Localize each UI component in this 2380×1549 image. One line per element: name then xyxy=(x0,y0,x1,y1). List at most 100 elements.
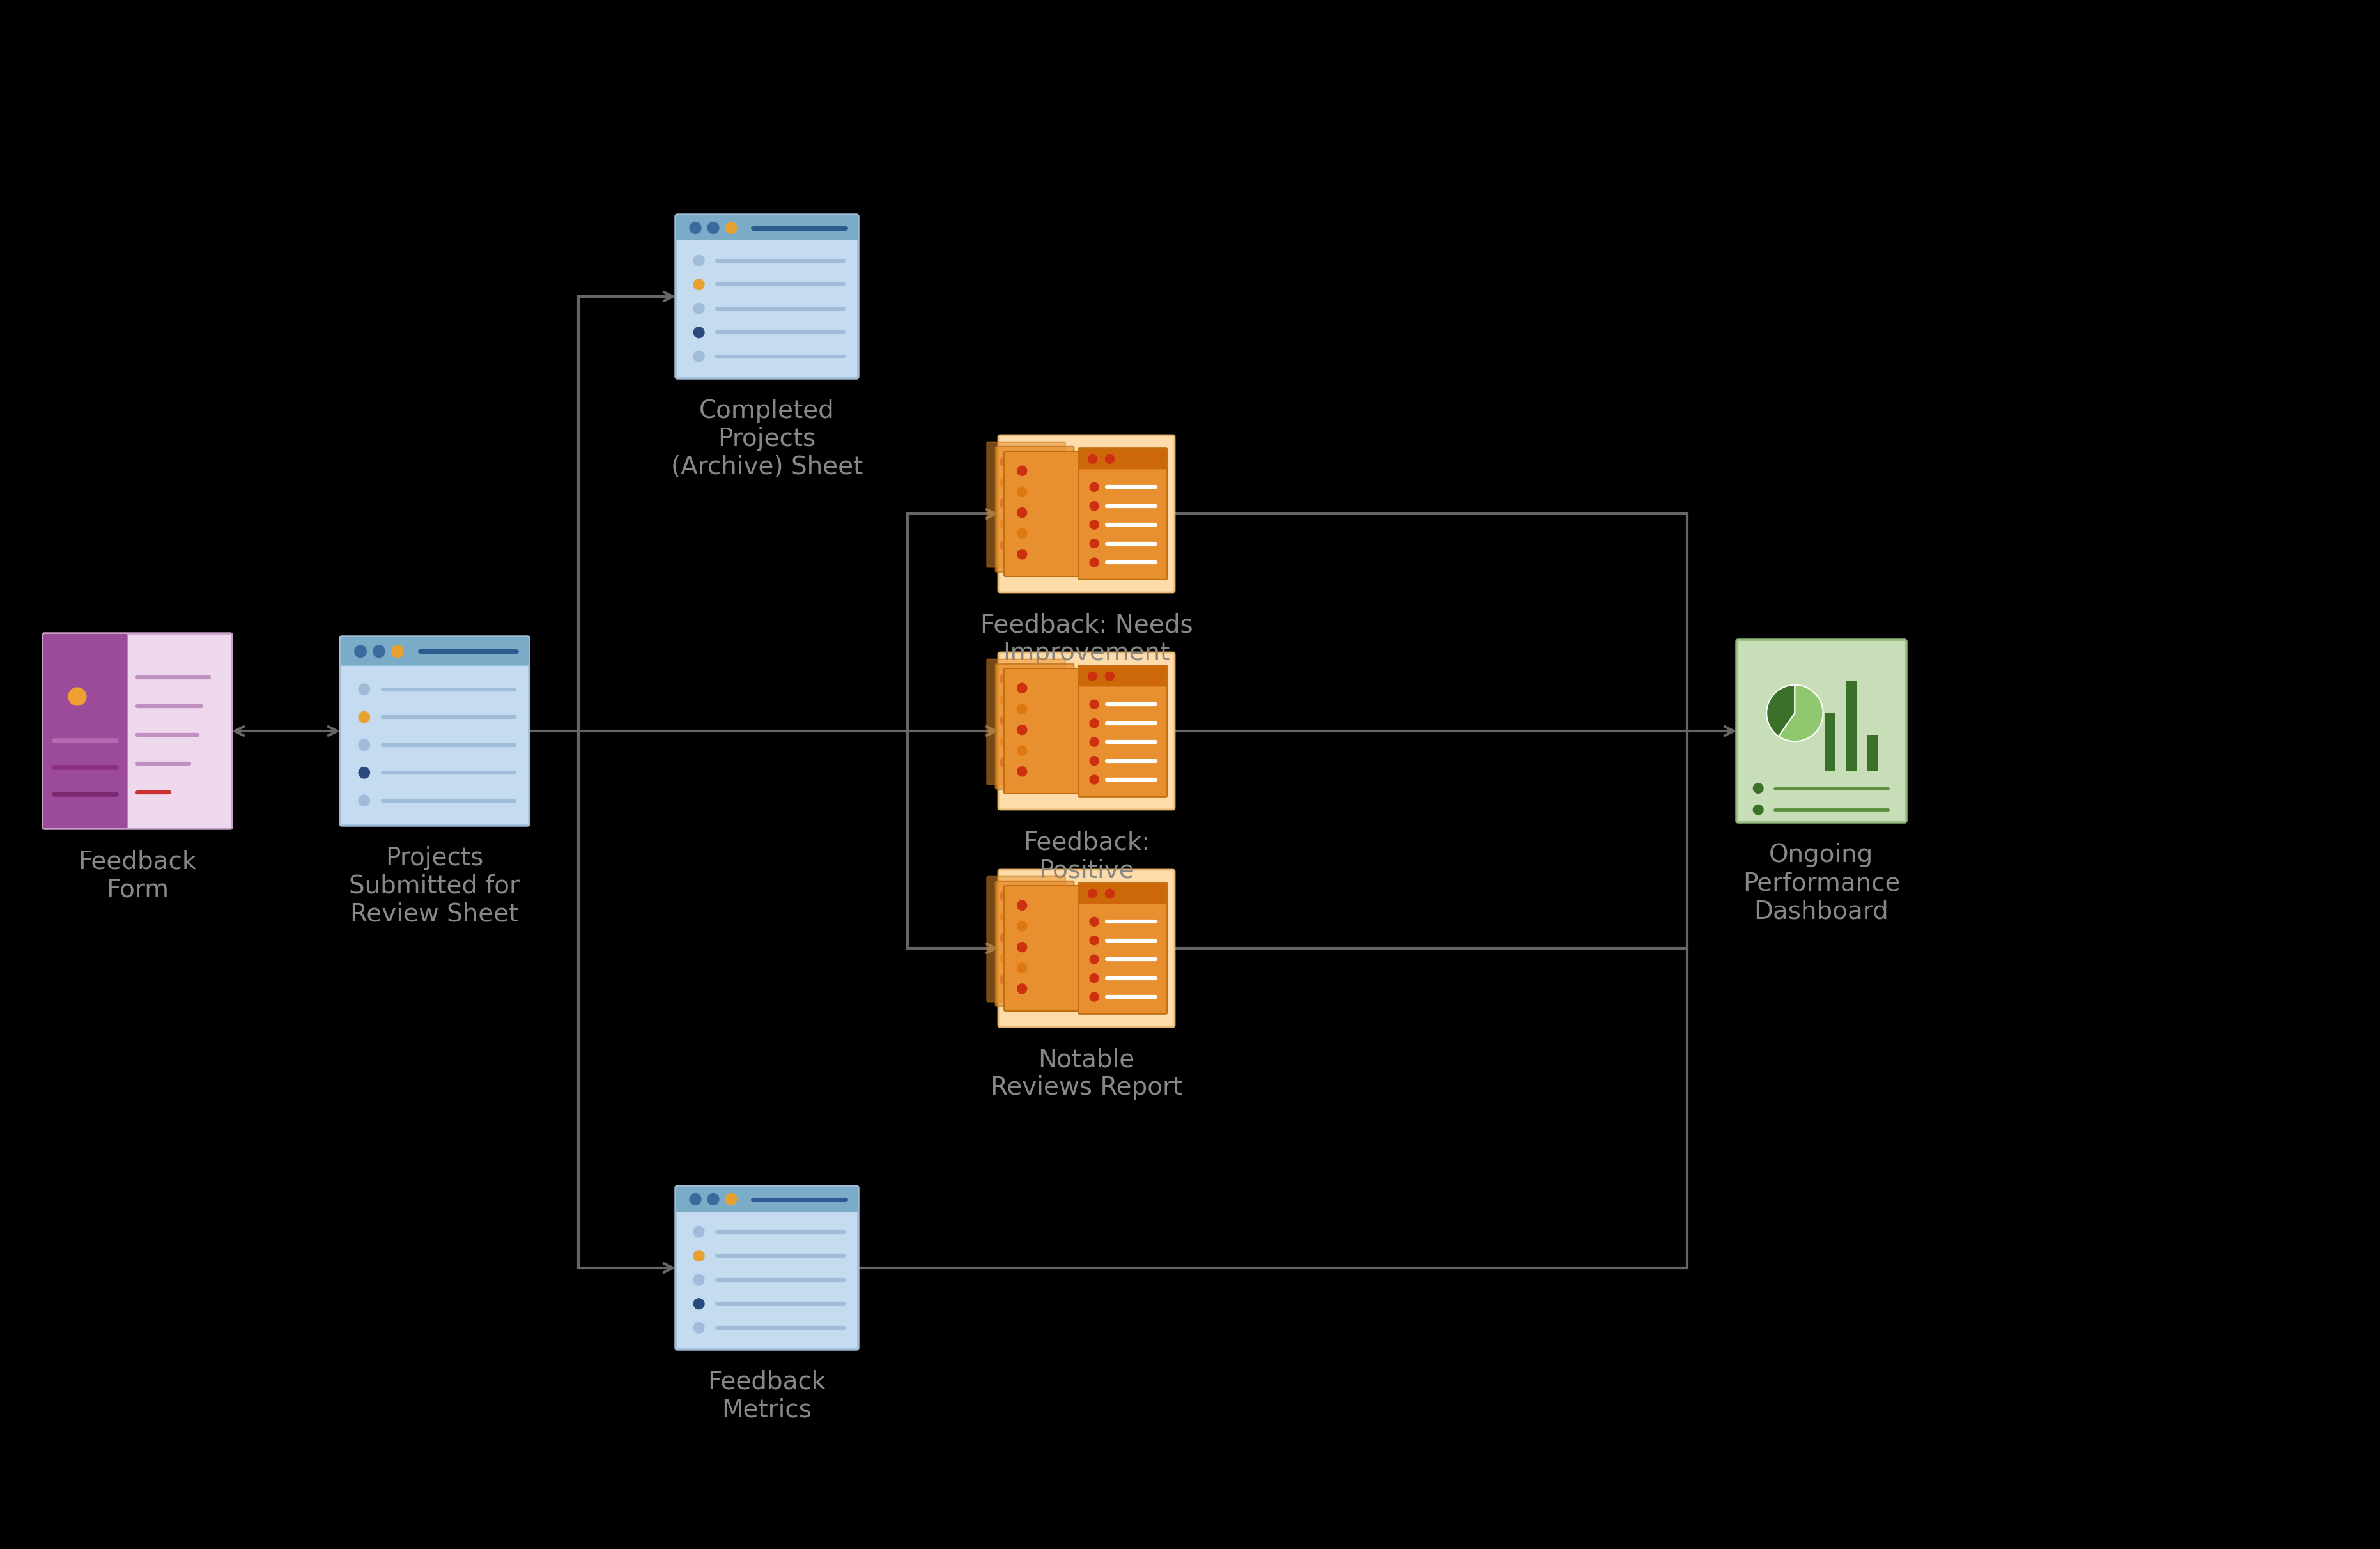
Circle shape xyxy=(1016,963,1026,973)
Circle shape xyxy=(1090,954,1100,963)
Circle shape xyxy=(359,683,369,696)
Circle shape xyxy=(1088,454,1097,463)
Circle shape xyxy=(1009,545,1019,555)
FancyBboxPatch shape xyxy=(340,637,528,826)
Circle shape xyxy=(693,279,704,290)
Circle shape xyxy=(359,739,369,751)
Circle shape xyxy=(1090,719,1100,728)
Circle shape xyxy=(1000,932,1009,943)
Circle shape xyxy=(1000,499,1009,508)
Circle shape xyxy=(1009,678,1019,688)
Circle shape xyxy=(1090,737,1100,747)
Circle shape xyxy=(1088,889,1097,898)
Circle shape xyxy=(1016,486,1026,497)
Wedge shape xyxy=(1766,685,1795,736)
Circle shape xyxy=(1009,937,1019,948)
Circle shape xyxy=(1009,742,1019,751)
FancyBboxPatch shape xyxy=(1078,666,1166,686)
Circle shape xyxy=(1016,466,1026,476)
Circle shape xyxy=(1000,757,1009,767)
FancyBboxPatch shape xyxy=(1737,640,1906,823)
Circle shape xyxy=(1009,524,1019,534)
Text: Ongoing
Performance
Dashboard: Ongoing Performance Dashboard xyxy=(1742,843,1899,923)
Bar xyxy=(1847,682,1856,770)
Circle shape xyxy=(1000,737,1009,747)
Circle shape xyxy=(1090,936,1100,945)
Circle shape xyxy=(1009,762,1019,771)
FancyBboxPatch shape xyxy=(1078,666,1166,796)
Bar xyxy=(1868,734,1878,770)
Circle shape xyxy=(1000,954,1009,963)
FancyBboxPatch shape xyxy=(43,634,231,829)
Circle shape xyxy=(707,1193,719,1205)
Circle shape xyxy=(355,646,367,657)
Text: Projects
Submitted for
Review Sheet: Projects Submitted for Review Sheet xyxy=(350,846,519,926)
FancyBboxPatch shape xyxy=(1078,449,1166,469)
Circle shape xyxy=(1000,716,1009,725)
Circle shape xyxy=(1104,672,1114,680)
Circle shape xyxy=(1016,705,1026,714)
Text: Feedback: Needs
Improvement
Report: Feedback: Needs Improvement Report xyxy=(981,613,1192,694)
FancyBboxPatch shape xyxy=(995,446,1073,572)
Text: Completed
Projects
(Archive) Sheet: Completed Projects (Archive) Sheet xyxy=(671,398,864,479)
Circle shape xyxy=(726,222,738,234)
Circle shape xyxy=(1090,483,1100,491)
Circle shape xyxy=(693,304,704,314)
Text: Feedback
Form: Feedback Form xyxy=(79,849,198,902)
Text: Feedback
Metrics: Feedback Metrics xyxy=(707,1369,826,1422)
Circle shape xyxy=(1754,784,1764,793)
Circle shape xyxy=(1009,959,1019,968)
Circle shape xyxy=(693,1298,704,1309)
Circle shape xyxy=(693,327,704,338)
Circle shape xyxy=(374,646,386,657)
Circle shape xyxy=(693,1323,704,1334)
FancyBboxPatch shape xyxy=(988,441,1066,567)
Circle shape xyxy=(1016,900,1026,911)
FancyBboxPatch shape xyxy=(676,215,859,378)
Wedge shape xyxy=(1778,685,1823,742)
Circle shape xyxy=(1016,942,1026,953)
Circle shape xyxy=(1090,756,1100,765)
FancyBboxPatch shape xyxy=(997,869,1176,1027)
Circle shape xyxy=(693,1227,704,1238)
Circle shape xyxy=(1000,974,1009,985)
FancyBboxPatch shape xyxy=(1078,883,1166,1015)
Circle shape xyxy=(1090,558,1100,567)
FancyBboxPatch shape xyxy=(1078,448,1166,579)
Circle shape xyxy=(1016,922,1026,931)
Circle shape xyxy=(1009,720,1019,730)
Circle shape xyxy=(1000,457,1009,466)
Circle shape xyxy=(690,1193,702,1205)
FancyBboxPatch shape xyxy=(676,1187,857,1211)
Circle shape xyxy=(359,711,369,723)
Circle shape xyxy=(1009,895,1019,906)
FancyBboxPatch shape xyxy=(988,877,1066,1002)
Circle shape xyxy=(1009,462,1019,471)
Circle shape xyxy=(1016,683,1026,692)
Circle shape xyxy=(693,1250,704,1261)
Circle shape xyxy=(393,646,405,657)
Circle shape xyxy=(359,795,369,805)
Circle shape xyxy=(707,222,719,234)
Circle shape xyxy=(1090,774,1100,784)
Circle shape xyxy=(693,352,704,362)
Circle shape xyxy=(693,256,704,266)
Circle shape xyxy=(1009,482,1019,493)
FancyBboxPatch shape xyxy=(995,881,1073,1007)
FancyBboxPatch shape xyxy=(1004,886,1083,1011)
Circle shape xyxy=(1009,917,1019,926)
Circle shape xyxy=(1016,528,1026,538)
Circle shape xyxy=(1104,454,1114,463)
Circle shape xyxy=(359,767,369,778)
Circle shape xyxy=(69,688,86,705)
FancyBboxPatch shape xyxy=(1004,451,1083,576)
FancyBboxPatch shape xyxy=(676,1187,859,1349)
Circle shape xyxy=(1000,912,1009,922)
Circle shape xyxy=(1000,891,1009,902)
Circle shape xyxy=(1754,805,1764,815)
Circle shape xyxy=(1090,917,1100,926)
Circle shape xyxy=(1009,700,1019,709)
FancyBboxPatch shape xyxy=(1004,669,1083,793)
Circle shape xyxy=(726,1193,738,1205)
Circle shape xyxy=(1009,979,1019,988)
